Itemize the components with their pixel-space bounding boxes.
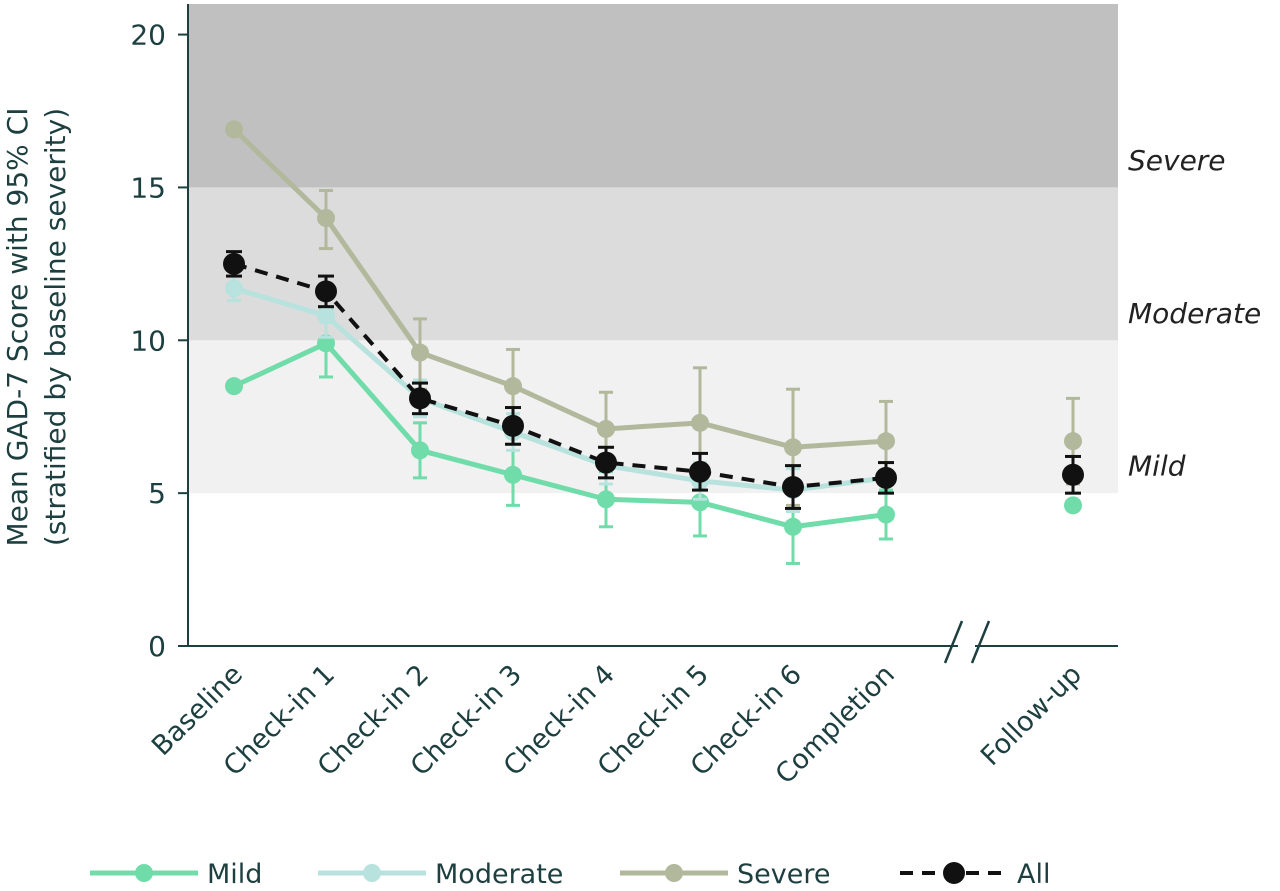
legend-marker-severe — [665, 864, 683, 882]
legend-label-mild: Mild — [207, 859, 262, 890]
y-axis-label-line2: (stratified by baseline severity) — [39, 108, 72, 546]
legend: Mild Moderate Severe All — [90, 859, 1050, 890]
data-point-all — [315, 280, 337, 303]
y-tick-label: 20 — [130, 19, 166, 52]
data-series — [223, 120, 1084, 565]
band-moderate — [188, 187, 1118, 341]
data-point-all — [782, 476, 804, 499]
data-point-mild — [877, 505, 895, 524]
data-point-all — [595, 451, 617, 474]
y-tick-label: 0 — [148, 630, 166, 663]
axis-break-mark — [970, 620, 991, 664]
x-tick-label: Follow-up — [975, 659, 1088, 772]
legend-label-severe: Severe — [737, 859, 830, 890]
legend-label-moderate: Moderate — [435, 859, 563, 890]
data-point-all — [689, 460, 711, 483]
data-point-moderate — [317, 306, 335, 325]
band-label-mild: Mild — [1128, 450, 1186, 483]
y-tick-label: 10 — [130, 324, 166, 357]
y-axis-ticks: 0 5 10 15 20 — [130, 19, 188, 663]
series-line-severe — [232, 127, 887, 450]
data-point-severe — [877, 432, 895, 451]
legend-marker-mild — [135, 864, 153, 882]
data-point-all — [409, 387, 431, 410]
axis-break-mark — [943, 620, 964, 664]
legend-label-all: All — [1017, 859, 1050, 890]
band-label-moderate: Moderate — [1128, 297, 1261, 330]
series-line-moderate — [233, 285, 887, 493]
legend-marker-moderate — [363, 864, 381, 882]
data-point-severe — [317, 209, 335, 227]
legend-marker-all — [943, 862, 965, 884]
series-line-mild — [232, 340, 887, 530]
data-point-severe — [504, 377, 522, 396]
data-point-severe — [225, 120, 243, 139]
data-point-mild — [504, 465, 522, 484]
data-point-severe — [597, 419, 615, 438]
severity-band-labels: Mild Moderate Severe — [1128, 144, 1261, 483]
data-point-all — [223, 252, 245, 275]
data-point-all — [502, 414, 524, 437]
y-axis-label-line1: Mean GAD-7 Score with 95% CI — [1, 108, 34, 547]
series-all — [223, 250, 1084, 510]
data-point-mild — [597, 490, 615, 509]
data-point-mild — [784, 517, 802, 536]
data-point-severe — [411, 343, 429, 362]
data-point-severe — [784, 438, 802, 457]
data-point-mild — [411, 441, 429, 460]
y-tick-label: 5 — [148, 477, 166, 510]
axes — [187, 4, 1118, 664]
severity-bands — [188, 4, 1118, 494]
series-line-all — [233, 261, 887, 490]
band-severe — [188, 4, 1118, 188]
data-point-severe — [1064, 432, 1082, 451]
data-point-mild — [225, 377, 243, 396]
y-tick-label: 15 — [130, 171, 166, 204]
data-point-all — [875, 466, 897, 489]
band-label-severe: Severe — [1128, 144, 1226, 177]
data-point-mild — [317, 334, 335, 353]
data-point-all — [1062, 463, 1084, 486]
data-point-moderate — [225, 279, 243, 298]
data-point-severe — [691, 413, 709, 432]
data-point-mild — [1064, 496, 1082, 515]
